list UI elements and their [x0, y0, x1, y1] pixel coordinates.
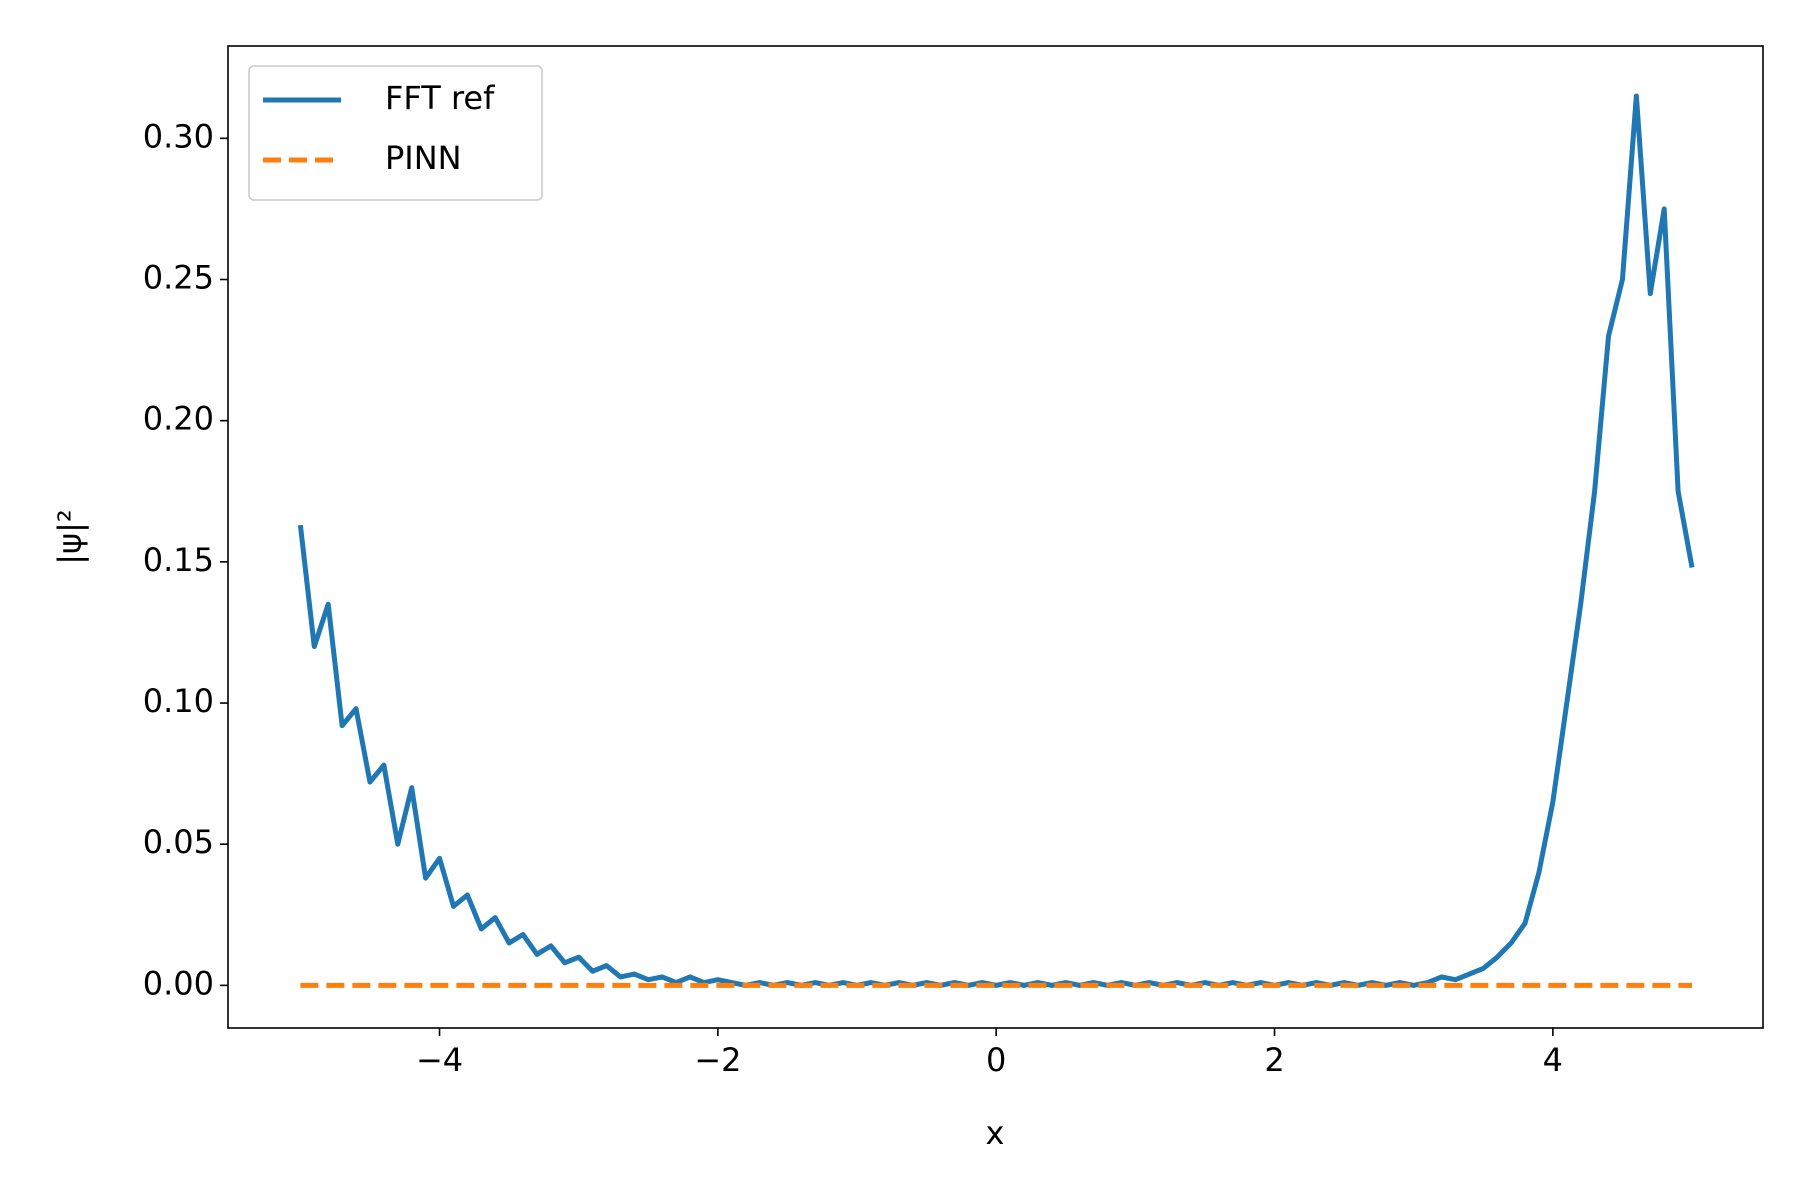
x-tick-label: −2	[694, 1041, 741, 1079]
y-axis-label: |ψ|²	[51, 509, 89, 565]
x-tick-label: 4	[1543, 1041, 1563, 1079]
x-tick-label: −4	[416, 1041, 463, 1079]
x-tick-label: 2	[1264, 1041, 1284, 1079]
y-tick-label: 0.25	[143, 259, 214, 297]
y-tick-label: 0.10	[143, 682, 214, 720]
y-tick-label: 0.05	[143, 823, 214, 861]
y-tick-label: 0.30	[143, 117, 214, 155]
data-line	[297, 93, 1695, 988]
x-tick-label: 0	[986, 1041, 1006, 1079]
y-tick-label: 0.00	[143, 964, 214, 1002]
y-tick-label: 0.15	[143, 541, 214, 579]
legend-label: PINN	[385, 139, 462, 177]
x-axis-label: x	[986, 1114, 1005, 1152]
plot-frame	[227, 45, 1764, 1029]
legend-label: FFT ref	[385, 79, 495, 117]
y-tick-label: 0.20	[143, 400, 214, 438]
